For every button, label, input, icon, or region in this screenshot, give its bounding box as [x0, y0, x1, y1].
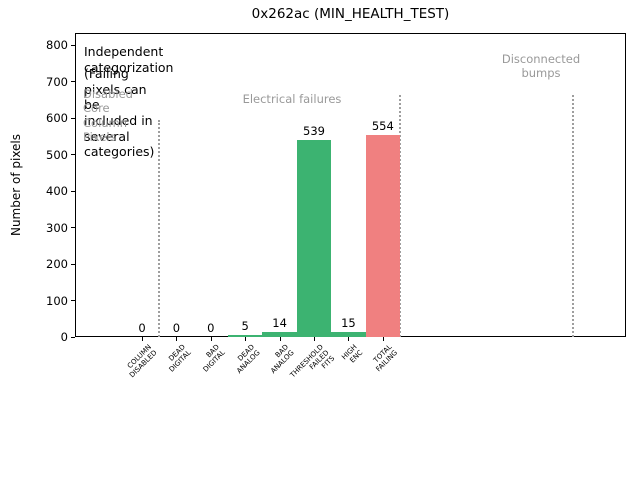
- x-tick-mark: [382, 337, 384, 341]
- x-tick-mark: [279, 337, 281, 341]
- bar-value-label: 0: [138, 321, 146, 335]
- y-tick-label: 200: [46, 257, 68, 271]
- bar: [228, 335, 263, 337]
- y-tick-label: 600: [46, 111, 68, 126]
- y-tick-mark: [71, 44, 75, 46]
- y-tick-mark: [71, 154, 75, 156]
- bar-value-label: 539: [303, 124, 325, 139]
- chart-title: 0x262ac (MIN_HEALTH_TEST): [251, 6, 450, 22]
- x-tick-mark: [176, 337, 178, 341]
- x-tick-label: BAD DIGITAL: [202, 343, 228, 374]
- y-axis-label: Number of pixels: [9, 133, 23, 237]
- x-tick-label: THRESHOLD FAILED FITS: [288, 343, 336, 380]
- y-tick-label: 500: [46, 147, 68, 162]
- y-tick-mark: [71, 263, 75, 265]
- y-tick-label: 800: [46, 38, 68, 53]
- y-tick-mark: [71, 190, 75, 192]
- bar-value-label: 14: [272, 315, 287, 330]
- y-tick-mark: [71, 117, 75, 119]
- section-separator-line: [158, 120, 160, 337]
- y-tick-mark: [71, 227, 75, 229]
- x-tick-mark: [314, 337, 315, 341]
- plot-area-frame: [75, 33, 626, 337]
- y-tick-mark: [71, 336, 75, 338]
- section-separator-line: [572, 95, 574, 337]
- y-tick-label: 700: [46, 74, 68, 89]
- bar: [262, 331, 297, 337]
- bar-value-label: 0: [172, 321, 181, 335]
- x-tick-label: TOTAL FAILING: [372, 343, 400, 374]
- x-tick-label: DEAD DIGITAL: [167, 343, 193, 374]
- bar-value-label: 554: [371, 118, 394, 133]
- section-disabled-core-column-pixels: Disabled Core Column Pixels: [83, 87, 133, 145]
- bar: [365, 134, 400, 337]
- y-tick-mark: [71, 81, 75, 83]
- bar-value-label: 0: [207, 321, 215, 335]
- x-tick-mark: [142, 337, 143, 341]
- bar: [296, 140, 332, 337]
- y-tick-mark: [71, 300, 75, 301]
- note-line-2: (Failing pixels can be included in sever…: [84, 66, 155, 160]
- y-tick-label: 100: [46, 293, 68, 308]
- y-tick-label: 400: [46, 184, 68, 199]
- bar-value-label: 5: [241, 319, 249, 334]
- bar: [331, 331, 366, 337]
- section-disconnected-bumps: Disconnected bumps: [501, 52, 581, 81]
- bar-value-label: 15: [341, 315, 356, 330]
- x-tick-mark: [245, 337, 247, 341]
- x-tick-label: HIGH ENC: [340, 343, 365, 365]
- section-separator-line: [399, 95, 401, 337]
- note-line-1: Independent categorization: [84, 44, 174, 75]
- x-tick-mark: [210, 337, 212, 341]
- x-tick-label: COLUMN DISABLED: [125, 343, 159, 380]
- x-tick-mark: [348, 337, 350, 341]
- section-electrical-failures: Electrical failures: [242, 92, 342, 106]
- y-tick-label: 300: [46, 220, 68, 235]
- x-tick-label: DEAD ANALOG: [235, 343, 262, 376]
- y-tick-label: 0: [60, 330, 68, 344]
